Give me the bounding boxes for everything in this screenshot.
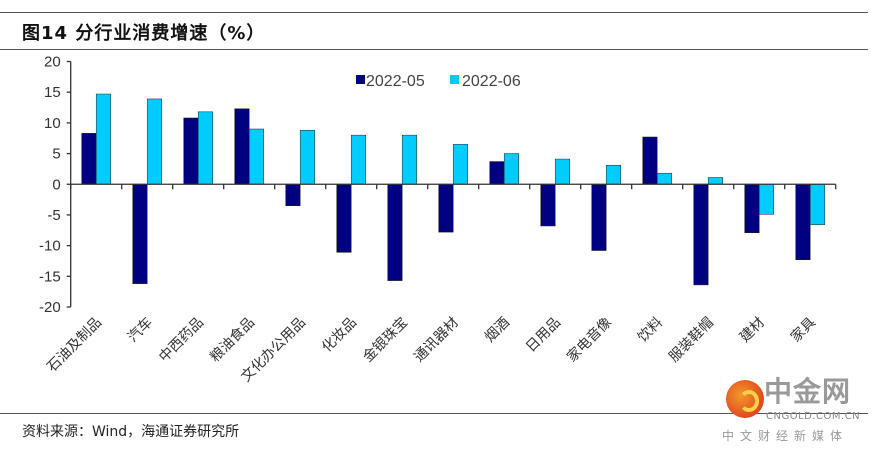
y-tick-label: 20 (44, 54, 61, 71)
bar-2022-05 (744, 184, 760, 233)
figure-title: 图14 分行业消费增速（%） (22, 23, 266, 44)
y-tick-label: 0 (52, 176, 60, 193)
watermark-domain: CNGOLD.COM.CN (766, 411, 861, 422)
x-tick-label: 饮料 (635, 315, 666, 346)
bar-2022-05 (387, 184, 403, 281)
bar-2022-06 (656, 172, 672, 185)
bar-2022-05 (183, 117, 199, 185)
top-rule (0, 12, 868, 13)
x-tick-label: 汽车 (124, 314, 156, 346)
bar-2022-06 (503, 153, 519, 185)
source-note: 资料来源：Wind，海通证券研究所 (22, 424, 240, 440)
legend-label: 2022-05 (366, 73, 425, 90)
bar-2022-05 (591, 184, 607, 251)
logo-icon (726, 380, 764, 418)
x-tick-label: 通讯器材 (411, 315, 462, 366)
x-tick-label: 化妆品 (319, 315, 360, 356)
y-tick-label: -20 (39, 299, 61, 316)
bar-2022-06 (452, 144, 468, 185)
bar-2022-06 (248, 128, 264, 185)
x-tick-label: 粮油食品 (206, 314, 258, 366)
bar-2022-05 (540, 184, 556, 227)
bar-2022-06 (299, 129, 315, 185)
x-tick-label: 服装鞋帽 (666, 315, 717, 366)
legend-label: 2022-06 (462, 73, 521, 90)
bar-2022-05 (285, 184, 301, 206)
bar-2022-06 (605, 164, 621, 185)
y-tick-label: 10 (44, 115, 61, 132)
bar-2022-05 (642, 136, 658, 185)
watermark-tagline: 中文财经新媒体 (722, 429, 849, 443)
bar-2022-05 (81, 133, 97, 185)
bar-2022-06 (758, 184, 774, 215)
legend-swatch-2022-06 (450, 75, 459, 84)
x-tick-label: 金银珠宝 (360, 315, 411, 366)
x-tick-label: 建材 (737, 315, 768, 346)
bar-2022-05 (132, 184, 148, 284)
bar-2022-06 (809, 184, 825, 226)
bar-2022-05 (336, 184, 352, 253)
bar-2022-05 (795, 184, 811, 260)
footer-rule (0, 413, 868, 414)
bar-2022-05 (234, 108, 250, 185)
bar-2022-06 (95, 93, 111, 185)
title-rule (0, 49, 868, 50)
y-tick-label: -15 (39, 268, 61, 285)
y-tick-label: 15 (44, 84, 61, 101)
bar-2022-06 (350, 134, 366, 185)
y-tick-label: -10 (39, 238, 61, 255)
y-tick-label: 5 (52, 146, 60, 163)
bar-2022-06 (197, 111, 213, 185)
legend-swatch-2022-05 (356, 75, 365, 84)
bar-2022-05 (693, 184, 709, 286)
bar-2022-06 (707, 177, 723, 185)
watermark-name: 中金网 (764, 375, 852, 408)
y-tick-label: -5 (47, 207, 60, 224)
watermark-logo: 中金网 CNGOLD.COM.CN 中文财经新媒体 (722, 378, 872, 448)
bar-2022-06 (146, 98, 162, 185)
bar-2022-06 (401, 134, 417, 185)
x-tick-label: 石油及制品 (44, 315, 105, 376)
x-tick-label: 家电音像 (563, 314, 615, 366)
bar-2022-05 (489, 161, 505, 185)
bar-2022-06 (554, 158, 570, 185)
x-tick-label: 中西药品 (156, 315, 207, 366)
x-tick-label: 烟酒 (482, 315, 513, 346)
bar-2022-05 (438, 184, 454, 233)
x-tick-label: 日用品 (523, 315, 564, 356)
x-tick-label: 家具 (787, 314, 819, 346)
